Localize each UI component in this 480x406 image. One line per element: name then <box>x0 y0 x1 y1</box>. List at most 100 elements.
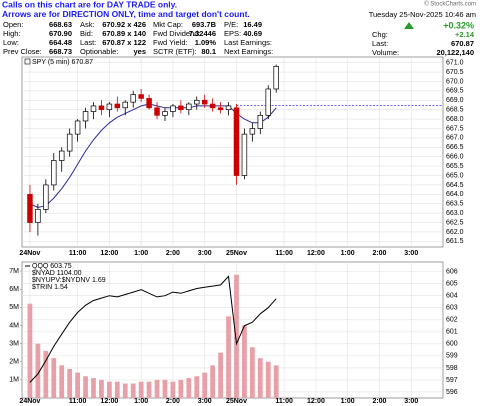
candle-body <box>170 105 176 112</box>
candle-body <box>74 120 81 135</box>
volume-bar <box>154 379 160 398</box>
y2-tick-label: 1M <box>9 377 19 384</box>
y-tick-label: 602 <box>446 317 458 324</box>
stat-value: 20,122,140 <box>436 48 474 57</box>
candle-body <box>257 114 264 129</box>
quote-value: 670.89 x 140 <box>102 29 146 38</box>
candle-body <box>138 94 144 99</box>
volume-bar <box>242 325 247 398</box>
quote-label: Optionable: <box>80 47 118 56</box>
x-tick-label: 11:00 <box>69 398 87 405</box>
volume-bar <box>273 365 279 398</box>
stat-label: Chg: <box>372 30 388 39</box>
y-tick-label: 668.5 <box>446 107 464 114</box>
candle-body <box>130 94 136 103</box>
candle-body <box>265 88 271 116</box>
x-tick-label: 11:00 <box>69 250 87 257</box>
volume-bar <box>186 378 192 398</box>
stat-label: Volume: <box>372 48 399 57</box>
volume-bar <box>59 365 65 398</box>
candle-body <box>225 105 232 111</box>
y-tick-label: 665.5 <box>446 163 464 170</box>
y-tick-label: 603 <box>446 305 458 312</box>
candle-body <box>27 193 33 223</box>
candle-body <box>217 107 224 111</box>
legend-icon <box>24 58 31 65</box>
candle-body <box>273 66 279 90</box>
legend-entry: $NYAD 1104.00 <box>32 270 82 277</box>
candle-body <box>186 103 192 111</box>
y-tick-label: 662.5 <box>446 219 464 226</box>
y-tick-label: 606 <box>446 268 458 275</box>
y-tick-label: 662.0 <box>446 229 464 236</box>
volume-bar <box>122 383 128 398</box>
candle-body <box>98 105 105 111</box>
candle-body <box>114 103 121 109</box>
quote-value: 670.90 <box>49 29 72 38</box>
y-tick-label: 666.5 <box>446 144 464 151</box>
quote-label: Ask: <box>80 20 95 29</box>
candle-body <box>43 184 49 210</box>
volume-bar <box>218 352 223 398</box>
x-tick-label: 1:00 <box>341 398 355 405</box>
x-tick-label: 1:00 <box>134 398 148 405</box>
volume-bar <box>257 358 263 398</box>
candle-body <box>35 209 41 223</box>
x-tick-label: 12:00 <box>100 250 118 257</box>
y-tick-label: 666.0 <box>446 154 464 161</box>
quote-value: 670.87 x 122 <box>102 38 146 47</box>
note-line: Arrows are for DIRECTION ONLY, time and … <box>2 9 250 19</box>
candle-body <box>249 128 256 135</box>
x-tick-label: 2:00 <box>372 250 386 257</box>
candle-body <box>194 99 200 105</box>
volume-bar <box>27 303 33 398</box>
plot-frame <box>21 261 444 399</box>
y-tick-label: 605 <box>446 281 458 288</box>
y-tick-label: 599 <box>446 353 458 360</box>
quote-label: P/E: <box>224 20 238 29</box>
volume-bar <box>226 316 231 398</box>
y2-tick-label: 2M <box>9 359 19 366</box>
volume-bar <box>99 379 104 398</box>
quote-value: 670.92 x 426 <box>102 20 146 29</box>
candle-body <box>146 98 152 109</box>
x-tick-label: 1:00 <box>134 250 148 257</box>
legend-entry: $TRIN 1.54 <box>32 284 68 291</box>
legend-entry: QQQ 603.75 <box>32 263 72 270</box>
x-tick-label: 12:00 <box>307 250 325 257</box>
candle-body <box>106 103 113 111</box>
x-tick-label: 3:00 <box>198 398 212 405</box>
quote-label: EPS: <box>224 29 241 38</box>
date: Tuesday 25-Nov-2025 10:46 am <box>369 10 476 19</box>
volume-bar <box>202 372 208 398</box>
note-box <box>0 0 222 20</box>
x-tick-label: 11:00 <box>275 250 293 257</box>
y2-tick-label: 3M <box>9 340 19 347</box>
x-tick-label: 3:00 <box>404 250 418 257</box>
quote-value: 668.73 <box>49 47 72 56</box>
volume-bar <box>114 381 120 398</box>
quote-value: 668.63 <box>49 20 72 29</box>
y-tick-label: 596 <box>446 389 458 396</box>
quote-value: 1.09% <box>195 38 217 47</box>
chart-title: SPY (5 min) 670.87 <box>32 59 93 66</box>
quote-value: 16.49 <box>243 20 262 29</box>
quote-value: 40.69 <box>243 29 262 38</box>
y2-tick-label: 4M <box>9 322 19 329</box>
quote-label: Low: <box>3 38 19 47</box>
copyright: © StockCharts.com <box>424 1 476 8</box>
change-pct: +0.32% <box>443 20 474 30</box>
y-tick-label: 661.5 <box>446 238 464 245</box>
y-tick-label: 598 <box>446 365 458 372</box>
x-tick-label: 2:00 <box>166 250 180 257</box>
volume-bar <box>194 376 200 398</box>
y-tick-label: 664.5 <box>446 182 464 189</box>
candle-body <box>209 103 216 109</box>
x-tick-label: 2:00 <box>166 398 180 405</box>
y-tick-label: 600 <box>446 341 458 348</box>
y-tick-label: 671.0 <box>446 59 464 66</box>
y-tick-label: 669.0 <box>446 97 464 104</box>
candle-body <box>201 99 208 105</box>
candle-body <box>241 133 248 176</box>
y-tick-label: 667.5 <box>446 125 464 132</box>
